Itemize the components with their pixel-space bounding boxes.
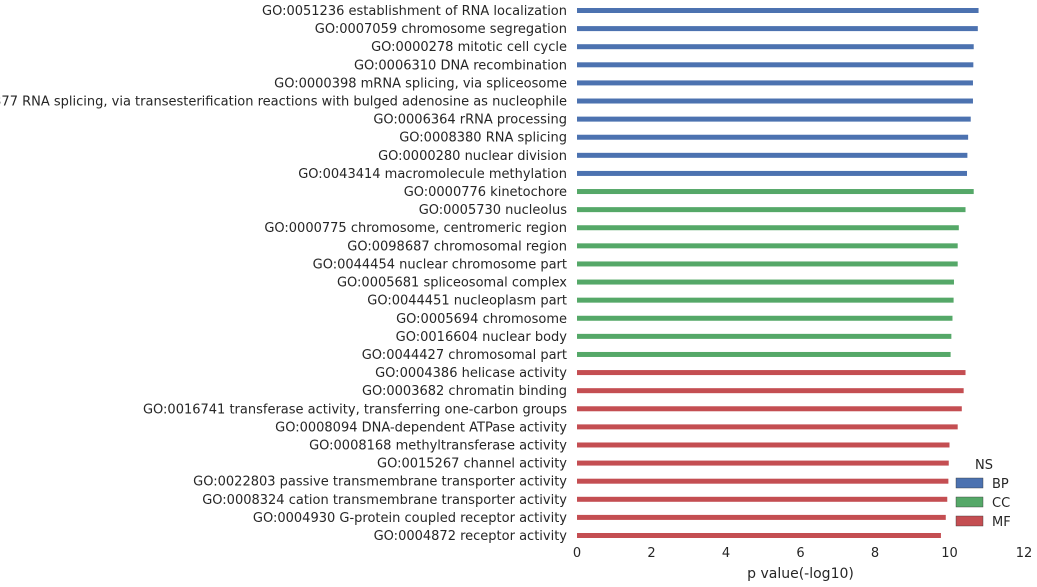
category-label: GO:0003682 chromatin binding: [362, 384, 567, 399]
bar-cc: [577, 207, 966, 213]
x-tick-label: 4: [722, 546, 730, 561]
x-tick-label: 6: [796, 546, 804, 561]
bar-mf: [577, 460, 949, 466]
category-labels: GO:0051236 establishment of RNA localiza…: [0, 4, 567, 544]
bar-bp: [577, 170, 968, 176]
bar-bp: [577, 26, 978, 32]
bar-bp: [577, 98, 973, 104]
bar-mf: [577, 388, 964, 394]
category-label: GO:0022803 passive transmembrane transpo…: [193, 475, 567, 490]
bar-cc: [577, 351, 951, 357]
x-tick-label: 8: [871, 546, 879, 561]
x-ticks: 0 2 4 6 8 10 12: [573, 546, 1032, 561]
category-label: GO:0044427 chromosomal part: [362, 348, 567, 363]
x-axis-label: p value(-log10): [747, 566, 854, 582]
category-label: GO:0007059 chromosome segregation: [315, 22, 567, 37]
category-label: GO:0000280 nuclear division: [378, 149, 567, 164]
legend-label: MF: [992, 515, 1011, 530]
category-label: GO:0000775 chromosome, centromeric regio…: [264, 221, 567, 236]
legend-entries: BP CC MF: [955, 477, 1011, 530]
category-label: GO:0016741 transferase activity, transfe…: [143, 402, 567, 417]
legend-label: BP: [992, 477, 1009, 492]
category-label: GO:0043414 macromolecule methylation: [298, 167, 567, 182]
bar-cc: [577, 243, 958, 249]
category-label: GO:0044451 nucleoplasm part: [367, 294, 567, 309]
bar-bp: [577, 134, 969, 140]
bar-bp: [577, 62, 974, 68]
category-label: GO:0004930 G-protein coupled receptor ac…: [253, 511, 567, 526]
legend-swatch: [955, 496, 984, 508]
bars: [577, 8, 979, 538]
bar-cc: [577, 333, 952, 339]
bar-cc: [577, 261, 958, 267]
bar-mf: [577, 370, 966, 376]
category-label: GO:0000398 mRNA splicing, via spliceosom…: [274, 76, 567, 91]
bar-bp: [577, 44, 974, 50]
category-label: GO:0015267 channel activity: [377, 457, 567, 472]
category-label: GO:0000377 RNA splicing, via transesteri…: [0, 95, 567, 110]
bar-bp: [577, 8, 979, 13]
category-label: GO:0006364 rRNA processing: [373, 113, 567, 128]
category-label: GO:0000776 kinetochore: [404, 185, 567, 200]
x-tick-label: 12: [1016, 546, 1033, 561]
bar-mf: [577, 514, 946, 520]
bar-bp: [577, 152, 968, 158]
category-label: GO:0005730 nucleolus: [419, 203, 568, 218]
x-tick-label: 10: [941, 546, 958, 561]
category-label: GO:0008168 methyltransferase activity: [309, 438, 567, 453]
bar-mf: [577, 533, 941, 538]
bar-cc: [577, 279, 954, 285]
category-label: GO:0006310 DNA recombination: [354, 58, 567, 73]
bar-mf: [577, 496, 948, 502]
bar-cc: [577, 297, 954, 303]
category-label: GO:0005681 spliceosomal complex: [337, 276, 567, 291]
bar-cc: [577, 225, 959, 231]
category-label: GO:0008380 RNA splicing: [399, 131, 567, 146]
legend-swatch: [955, 515, 984, 527]
category-label: GO:0008324 cation transmembrane transpor…: [202, 493, 567, 508]
category-label: GO:0004872 receptor activity: [374, 529, 568, 544]
bar-cc: [577, 189, 974, 195]
category-label: GO:0044454 nuclear chromosome part: [313, 257, 567, 272]
bar-mf: [577, 442, 950, 448]
legend-label: CC: [992, 496, 1010, 511]
legend: NS BP CC MF: [955, 458, 1011, 530]
bar-cc: [577, 315, 953, 321]
bar-mf: [577, 424, 958, 430]
category-label: GO:0005694 chromosome: [396, 312, 567, 327]
legend-swatch: [955, 477, 984, 489]
category-label: GO:0004386 helicase activity: [375, 366, 567, 381]
category-label: GO:0008094 DNA-dependent ATPase activity: [275, 420, 567, 435]
bar-bp: [577, 80, 973, 86]
category-label: GO:0051236 establishment of RNA localiza…: [262, 4, 567, 19]
category-label: GO:0098687 chromosomal region: [347, 239, 567, 254]
bar-mf: [577, 406, 962, 412]
x-tick-label: 2: [647, 546, 655, 561]
x-tick-label: 0: [573, 546, 581, 561]
bar-bp: [577, 116, 971, 122]
category-label: GO:0016604 nuclear body: [396, 330, 568, 345]
legend-title: NS: [975, 458, 993, 473]
category-label: GO:0000278 mitotic cell cycle: [371, 40, 567, 55]
bar-mf: [577, 478, 949, 484]
